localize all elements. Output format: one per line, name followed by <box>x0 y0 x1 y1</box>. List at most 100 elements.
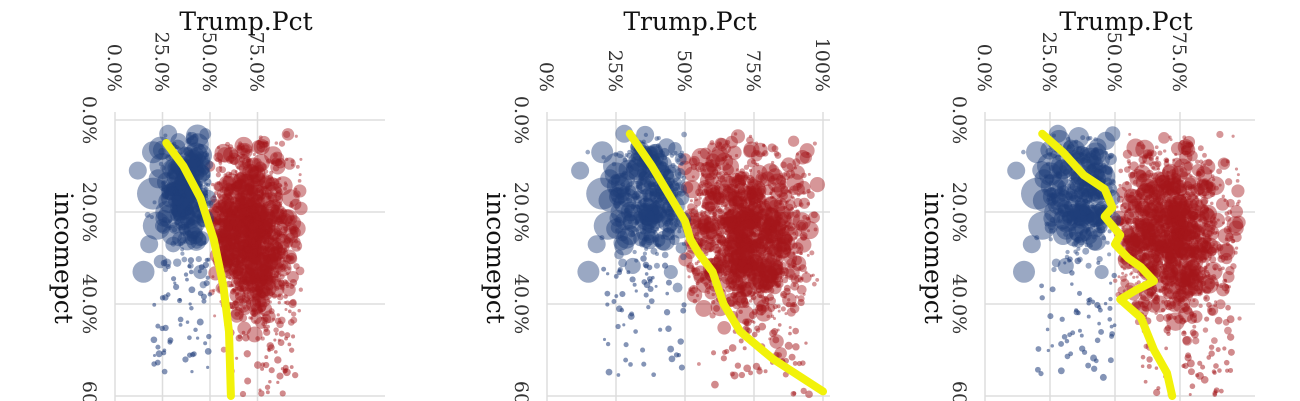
data-point <box>242 273 255 286</box>
data-point <box>254 224 266 237</box>
data-point <box>275 269 280 274</box>
data-point <box>234 206 239 211</box>
data-point <box>229 245 244 260</box>
data-point <box>218 200 232 214</box>
data-point <box>241 230 260 249</box>
data-point <box>243 204 247 208</box>
data-point <box>241 274 246 279</box>
data-point <box>266 223 270 227</box>
data-point <box>223 221 242 240</box>
data-point <box>148 169 168 189</box>
data-point <box>259 261 273 275</box>
data-point <box>258 145 263 150</box>
data-point <box>222 217 227 222</box>
data-point <box>766 302 770 306</box>
data-point <box>236 213 249 225</box>
data-point <box>244 377 252 385</box>
data-point <box>225 232 240 246</box>
data-point <box>183 187 191 195</box>
data-point <box>232 225 236 230</box>
data-point <box>206 333 212 340</box>
data-point <box>280 209 298 227</box>
data-point <box>237 277 242 281</box>
data-point <box>177 316 184 323</box>
data-point <box>780 161 787 169</box>
data-point <box>275 195 284 204</box>
data-point <box>648 298 655 304</box>
data-point <box>587 235 606 254</box>
data-point <box>227 208 246 227</box>
data-point <box>668 355 676 363</box>
data-point <box>243 216 254 227</box>
data-point <box>178 223 190 235</box>
data-point <box>275 207 280 212</box>
data-point <box>261 204 265 208</box>
data-point <box>240 274 248 282</box>
data-point <box>619 225 640 245</box>
data-point <box>152 302 157 307</box>
data-point <box>277 243 283 249</box>
data-point <box>792 343 800 351</box>
data-point <box>156 172 177 192</box>
data-point <box>264 192 270 198</box>
data-point <box>271 280 276 285</box>
data-point <box>182 223 201 242</box>
data-point <box>232 263 236 268</box>
data-point <box>167 226 172 231</box>
data-point <box>238 230 247 239</box>
data-point <box>173 210 184 222</box>
data-point <box>757 211 761 215</box>
data-point <box>263 275 268 280</box>
data-point <box>250 197 256 203</box>
data-point <box>237 194 246 204</box>
data-point <box>260 268 267 275</box>
data-point <box>225 171 232 179</box>
data-point <box>253 219 264 229</box>
data-point <box>248 221 252 226</box>
data-point <box>294 187 298 191</box>
data-point <box>738 371 746 379</box>
data-point <box>267 195 272 199</box>
data-point <box>271 242 275 246</box>
data-point <box>748 168 753 173</box>
data-point <box>231 180 244 192</box>
data-point <box>253 254 272 273</box>
data-point <box>196 180 203 187</box>
data-point <box>247 220 252 224</box>
data-point <box>232 269 238 275</box>
data-point <box>227 225 234 231</box>
data-point <box>233 226 239 232</box>
data-point <box>604 290 611 297</box>
data-point <box>256 140 268 153</box>
data-point <box>269 271 274 276</box>
data-point <box>263 228 269 234</box>
data-point <box>641 202 647 208</box>
data-point <box>244 272 254 281</box>
data-point <box>236 240 241 244</box>
data-point <box>234 136 253 156</box>
data-point <box>788 326 792 330</box>
data-point <box>217 198 233 214</box>
data-point <box>239 267 259 287</box>
data-point <box>231 188 235 192</box>
data-point <box>262 206 280 225</box>
data-point <box>240 215 247 222</box>
data-point <box>790 390 797 397</box>
data-point <box>700 210 704 214</box>
data-point <box>285 300 290 306</box>
data-point <box>230 217 235 222</box>
data-point <box>284 214 302 232</box>
data-point <box>248 230 260 242</box>
data-point <box>233 266 239 271</box>
data-point <box>248 180 260 192</box>
data-point <box>249 244 255 250</box>
data-point <box>806 253 810 257</box>
data-point <box>750 189 756 195</box>
data-point <box>228 261 247 280</box>
data-point <box>714 243 720 249</box>
data-point <box>697 150 702 155</box>
data-point <box>240 173 254 187</box>
data-point <box>176 146 181 151</box>
data-point <box>605 368 613 376</box>
data-point <box>242 222 252 232</box>
